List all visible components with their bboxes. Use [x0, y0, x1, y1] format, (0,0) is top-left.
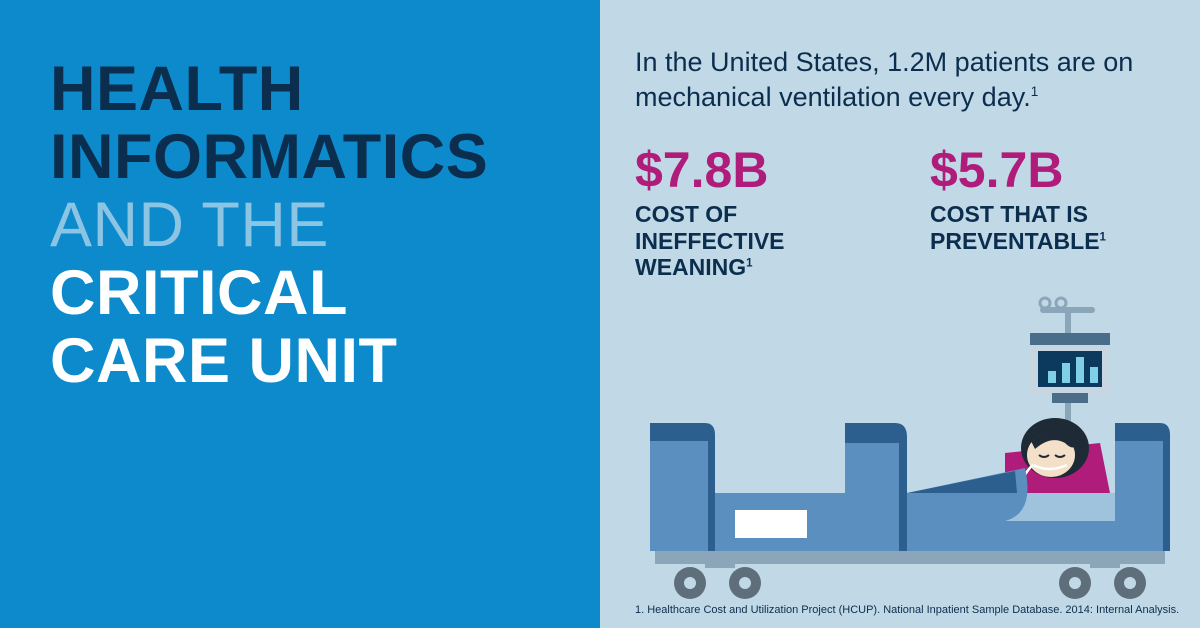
- title-line-3: AND THE: [50, 191, 550, 259]
- intro-text: In the United States, 1.2M patients are …: [635, 45, 1165, 115]
- title-line-1: HEALTH: [50, 55, 550, 123]
- stat-desc-1: COST THAT IS PREVENTABLE1: [930, 201, 1165, 254]
- right-content-panel: In the United States, 1.2M patients are …: [600, 0, 1200, 628]
- intro-body: In the United States, 1.2M patients are …: [635, 47, 1133, 112]
- stat-block-0: $7.8B COST OF INEFFECTIVE WEANING1: [635, 145, 870, 280]
- stat-value-1: $5.7B: [930, 145, 1165, 195]
- footnote-text: 1. Healthcare Cost and Utilization Proje…: [635, 604, 1179, 616]
- stat-value-0: $7.8B: [635, 145, 870, 195]
- stat-block-1: $5.7B COST THAT IS PREVENTABLE1: [930, 145, 1165, 280]
- stat-desc-0: COST OF INEFFECTIVE WEANING1: [635, 201, 870, 280]
- title-line-4: CRITICAL: [50, 259, 550, 327]
- hospital-bed-illustration: [635, 293, 1175, 603]
- intro-ref: 1: [1031, 84, 1039, 99]
- title-line-2: INFORMATICS: [50, 123, 550, 191]
- stats-row: $7.8B COST OF INEFFECTIVE WEANING1 $5.7B…: [635, 145, 1165, 280]
- title-line-5: CARE UNIT: [50, 327, 550, 395]
- left-title-panel: HEALTH INFORMATICS AND THE CRITICAL CARE…: [0, 0, 600, 628]
